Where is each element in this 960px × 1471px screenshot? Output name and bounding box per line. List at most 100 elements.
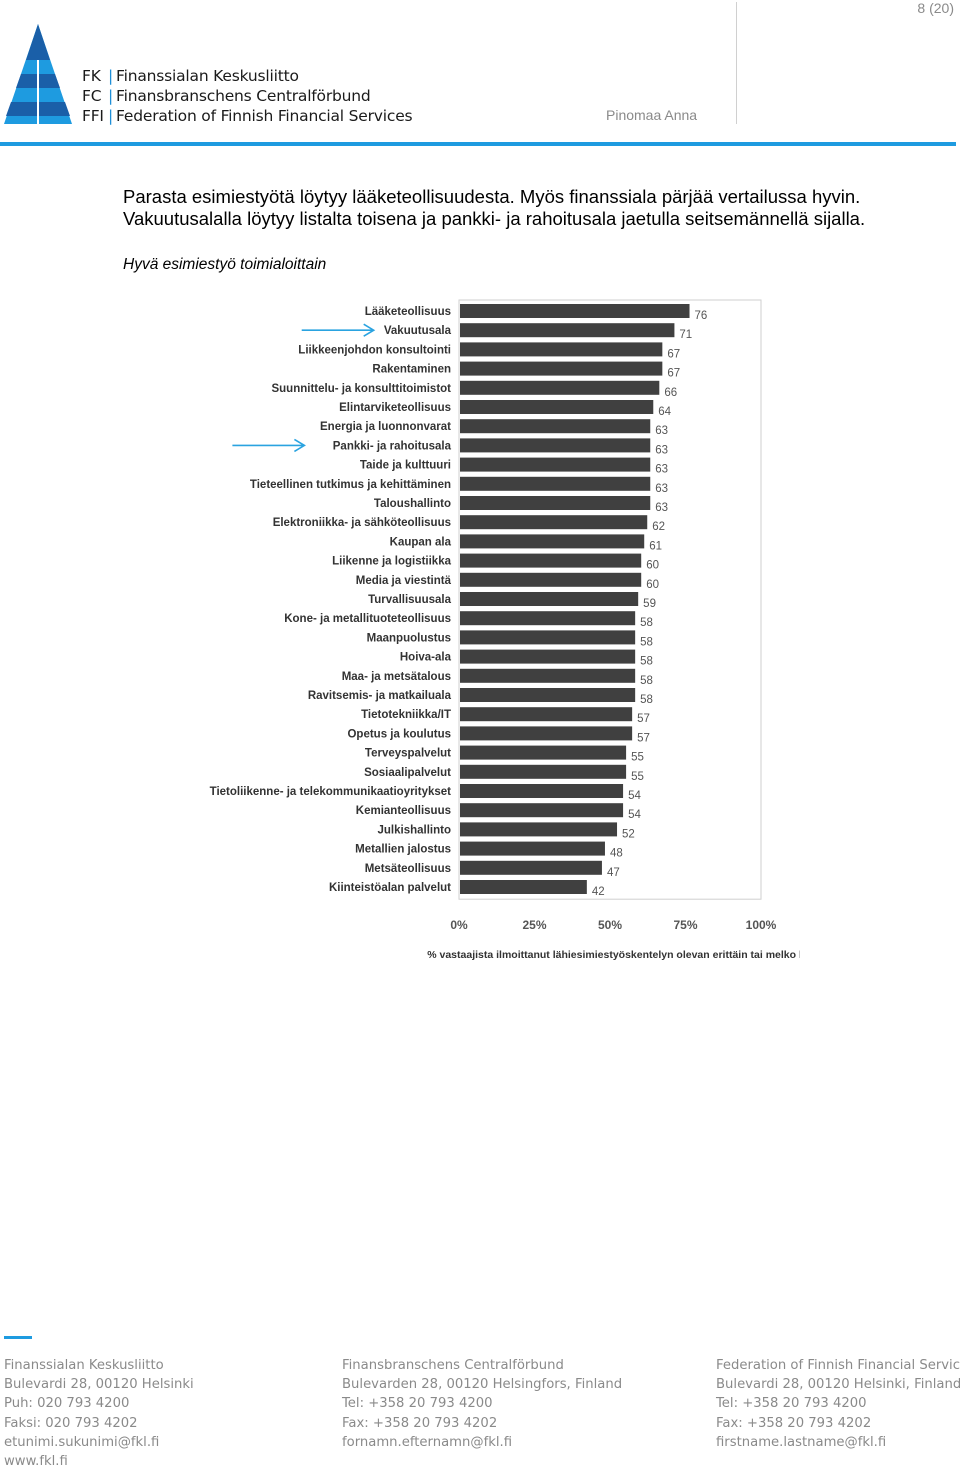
footer-email[interactable]: etunimi.sukunimi@fkl.fi — [4, 1434, 160, 1450]
bar-5 — [460, 380, 660, 395]
category-label: Taide ja kulttuuri — [360, 460, 451, 472]
logo-line-fk: FK | Finanssialan Keskusliitto — [82, 67, 299, 85]
category-label: Kaupan ala — [390, 536, 452, 548]
data-label: 67 — [667, 368, 680, 380]
footer-email[interactable]: fornamn.efternamn@fkl.fi — [342, 1434, 513, 1450]
data-label: 57 — [637, 713, 650, 725]
logo-line-fc: FC | Finansbranschens Centralförbund — [82, 87, 371, 105]
intro-line-1: Parasta esimiestyötä löytyy lääketeollis… — [123, 186, 861, 207]
data-label: 52 — [622, 828, 635, 840]
bar-25 — [460, 764, 627, 779]
category-label: Julkishallinto — [378, 824, 452, 836]
data-label: 54 — [628, 809, 641, 821]
page-number: 8 (20) — [917, 0, 954, 16]
bar-31 — [460, 880, 587, 894]
category-label: Lääketeollisuus — [365, 306, 451, 318]
data-label: 55 — [631, 771, 644, 783]
data-label: 48 — [610, 848, 623, 860]
data-label: 57 — [637, 732, 650, 744]
footer-line: Finanssialan Keskusliitto — [4, 1358, 164, 1373]
data-label: 61 — [649, 540, 662, 552]
category-label: Pankki- ja rahoitusala — [333, 440, 452, 452]
bar-28 — [460, 822, 618, 837]
category-label: Liikenne ja logistiikka — [332, 556, 451, 568]
category-label: Taloushallinto — [374, 498, 451, 510]
footer-email[interactable]: firstname.lastname@fkl.fi — [716, 1434, 887, 1450]
data-label: 58 — [640, 636, 653, 648]
data-label: 63 — [655, 464, 668, 476]
data-label: 67 — [667, 348, 680, 360]
category-label: Maanpuolustus — [367, 632, 451, 644]
header-divider — [736, 2, 737, 124]
chart-caption: Hyvä esimiestyö toimialoittain — [123, 256, 327, 273]
bar-21 — [460, 688, 636, 702]
bar-14 — [460, 553, 642, 568]
footer-line: Fax: +358 20 793 4202 — [342, 1415, 498, 1431]
category-label: Turvallisuusala — [368, 594, 451, 606]
footer-line: Bulevardi 28, 00120 Helsinki — [4, 1377, 194, 1393]
category-label: Terveyspalvelut — [365, 748, 451, 760]
footer-column-fi: Finanssialan Keskusliitto Bulevardi 28, … — [4, 1356, 194, 1471]
data-label: 42 — [592, 886, 605, 898]
plot-area — [458, 299, 762, 900]
data-label: 63 — [655, 444, 668, 456]
bar-26 — [460, 784, 624, 798]
footer-website[interactable]: www.fkl.fi — [4, 1454, 68, 1470]
footer-line: Finansbranschens Centralförbund — [342, 1358, 564, 1373]
data-label: 54 — [628, 790, 641, 802]
category-label: Sosiaalipalvelut — [364, 767, 451, 779]
category-label: Ravitsemis- ja matkailuala — [308, 690, 452, 702]
bar-29 — [460, 841, 605, 856]
bar-10 — [460, 476, 651, 491]
x-tick-label: 100% — [746, 918, 777, 932]
bar-6 — [460, 400, 654, 414]
category-label: Liikkeenjohdon konsultointi — [298, 344, 451, 356]
data-label: 60 — [646, 579, 659, 591]
data-label: 62 — [652, 521, 665, 533]
category-label: Opetus ja koulutus — [347, 728, 451, 740]
footer-line: Bulevardi 28, 00120 Helsinki, Finland — [716, 1377, 960, 1393]
footer-line: Faksi: 020 793 4202 — [4, 1415, 138, 1431]
category-label: Hoiva-ala — [400, 652, 452, 664]
highlight-arrow-icon — [232, 438, 306, 453]
footer-column-en: Federation of Finnish Financial Services… — [716, 1356, 960, 1452]
bar-24 — [460, 745, 627, 760]
data-label: 64 — [658, 406, 671, 418]
footer-line: Fax: +358 20 793 4202 — [716, 1415, 872, 1431]
author-name: Pinomaa Anna — [606, 107, 698, 123]
category-label: Tietoliikenne- ja telekommunikaatioyrity… — [210, 786, 452, 798]
bar-18 — [460, 630, 636, 645]
bar-12 — [460, 515, 648, 530]
bar-20 — [460, 668, 636, 683]
category-label: Energia ja luonnonvarat — [320, 421, 451, 433]
logo-wordmark: FK | Finanssialan Keskusliitto FC | Finansbr… — [82, 66, 413, 126]
category-label: Rakentaminen — [372, 364, 451, 376]
category-label: Metsäteollisuus — [365, 863, 451, 875]
x-tick-label: 75% — [673, 918, 697, 932]
bar-15 — [460, 572, 642, 587]
bar-17 — [460, 611, 636, 626]
data-label: 66 — [664, 387, 677, 399]
footer-line: Tel: +358 20 793 4200 — [342, 1396, 493, 1412]
bar-11 — [460, 496, 651, 510]
x-tick-label: 0% — [450, 918, 468, 932]
bar-3 — [460, 342, 663, 357]
bar-9 — [460, 457, 651, 472]
category-label: Tieteellinen tutkimus ja kehittäminen — [250, 479, 451, 491]
category-label: Kiinteistöalan palvelut — [329, 882, 451, 894]
bar-27 — [460, 803, 624, 818]
data-label: 63 — [655, 425, 668, 437]
bar-8 — [460, 438, 651, 453]
bar-23 — [460, 726, 633, 741]
x-tick-label: 25% — [522, 918, 546, 932]
intro-text: Parasta esimiestyötä löytyy lääketeollis… — [123, 186, 959, 230]
category-label: Maa- ja metsätalous — [342, 671, 451, 683]
bar-30 — [460, 860, 602, 875]
category-label: Kemianteollisuus — [356, 805, 451, 817]
category-label: Kone- ja metallituoteteollisuus — [284, 613, 451, 625]
bar-2 — [460, 323, 675, 338]
data-label: 60 — [646, 560, 659, 572]
data-label: 71 — [679, 329, 692, 341]
header-rule — [0, 142, 956, 146]
bar-4 — [460, 361, 663, 376]
